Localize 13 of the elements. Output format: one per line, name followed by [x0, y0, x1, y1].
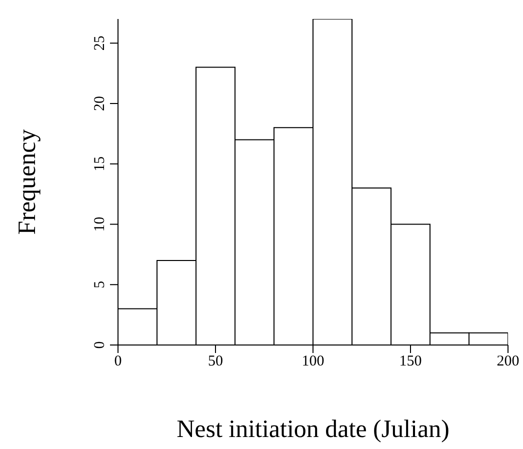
y-tick-label: 25 [92, 36, 108, 51]
x-tick-label: 50 [208, 354, 223, 370]
y-tick-label: 15 [92, 156, 108, 172]
x-tick-label: 100 [302, 354, 324, 370]
x-tick-label: 200 [496, 354, 520, 370]
y-axis-title: Frequency [14, 128, 41, 235]
x-axis-title: Nest initiation date (Julian) [176, 416, 450, 443]
x-tick-label: 0 [114, 354, 122, 370]
y-tick-label: 10 [92, 216, 108, 232]
y-tick-label: 5 [92, 280, 108, 288]
x-tick-label: 150 [399, 354, 422, 370]
y-tick-label: 0 [92, 341, 108, 349]
y-tick-label: 20 [92, 96, 108, 112]
